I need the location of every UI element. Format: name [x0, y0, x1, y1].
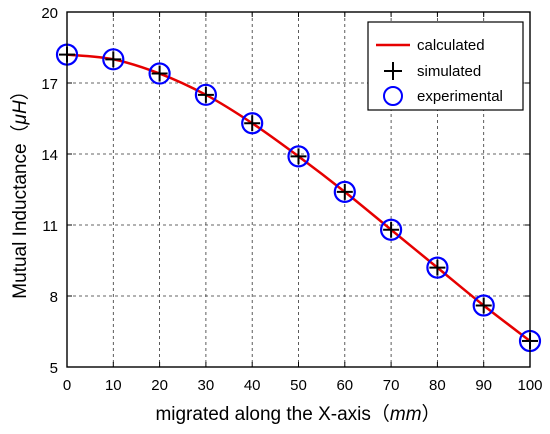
- x-tick-label: 70: [383, 377, 400, 394]
- y-tick-label: 8: [50, 289, 58, 306]
- y-axis-label-unit: μH: [10, 100, 31, 125]
- y-tick-label: 17: [41, 76, 58, 93]
- y-axis-label-prefix: Mutual Inductance（: [9, 124, 31, 298]
- experimental-point: [426, 256, 449, 279]
- x-axis-label-prefix: migrated along the X-axis（: [155, 403, 389, 425]
- x-axis-label: migrated along the X-axis（mm）: [155, 403, 440, 425]
- y-tick-label: 5: [50, 360, 58, 377]
- legend-simulated-swatch: [384, 62, 402, 80]
- x-tick-label: 90: [475, 377, 492, 394]
- x-tick-label: 60: [336, 377, 353, 394]
- experimental-point: [333, 180, 356, 203]
- plot-frame: [66, 11, 531, 368]
- x-tick-label: 100: [517, 377, 542, 394]
- x-tick-label: 0: [63, 377, 71, 394]
- x-axis-label-suffix: ）: [422, 403, 441, 425]
- experimental-point: [241, 112, 264, 135]
- simulated-point: [336, 183, 353, 200]
- legend-calculated-label: calculated: [417, 37, 485, 54]
- simulated-point: [197, 86, 214, 103]
- x-tick-label: 10: [105, 377, 122, 394]
- experimental-point: [380, 218, 403, 241]
- legend-experimental-swatch: [383, 86, 403, 106]
- simulated-point: [151, 65, 168, 82]
- simulated-point: [475, 297, 492, 314]
- simulated-point: [105, 51, 122, 68]
- x-tick-label: 80: [429, 377, 446, 394]
- x-tick-label: 40: [244, 377, 261, 394]
- axis-ticks: 0 10 20 30 40 50 60 70 80 90 100 5 8 11 14 17 20: [41, 5, 542, 394]
- x-tick-label: 30: [198, 377, 215, 394]
- experimental-point: [472, 294, 495, 317]
- y-axis-label: Mutual Inductance（μH）: [9, 81, 31, 298]
- experimental-point: [148, 62, 171, 85]
- y-tick-label: 14: [41, 147, 58, 164]
- legend: calculated simulated experimental: [367, 21, 524, 111]
- simulated-point: [383, 221, 400, 238]
- simulated-point: [244, 115, 261, 132]
- y-tick-label: 20: [41, 5, 58, 22]
- simulated-point: [429, 259, 446, 276]
- x-tick-label: 50: [290, 377, 307, 394]
- legend-experimental-label: experimental: [417, 88, 503, 105]
- experimental-point: [194, 83, 217, 106]
- legend-simulated-label: simulated: [417, 63, 481, 80]
- simulated-point: [290, 148, 307, 165]
- experimental-point: [287, 145, 310, 168]
- y-axis-label-suffix: ）: [9, 81, 31, 100]
- x-axis-label-unit: mm: [390, 404, 422, 425]
- y-tick-label: 11: [42, 218, 58, 235]
- experimental-point: [102, 48, 125, 71]
- x-tick-label: 20: [151, 377, 168, 394]
